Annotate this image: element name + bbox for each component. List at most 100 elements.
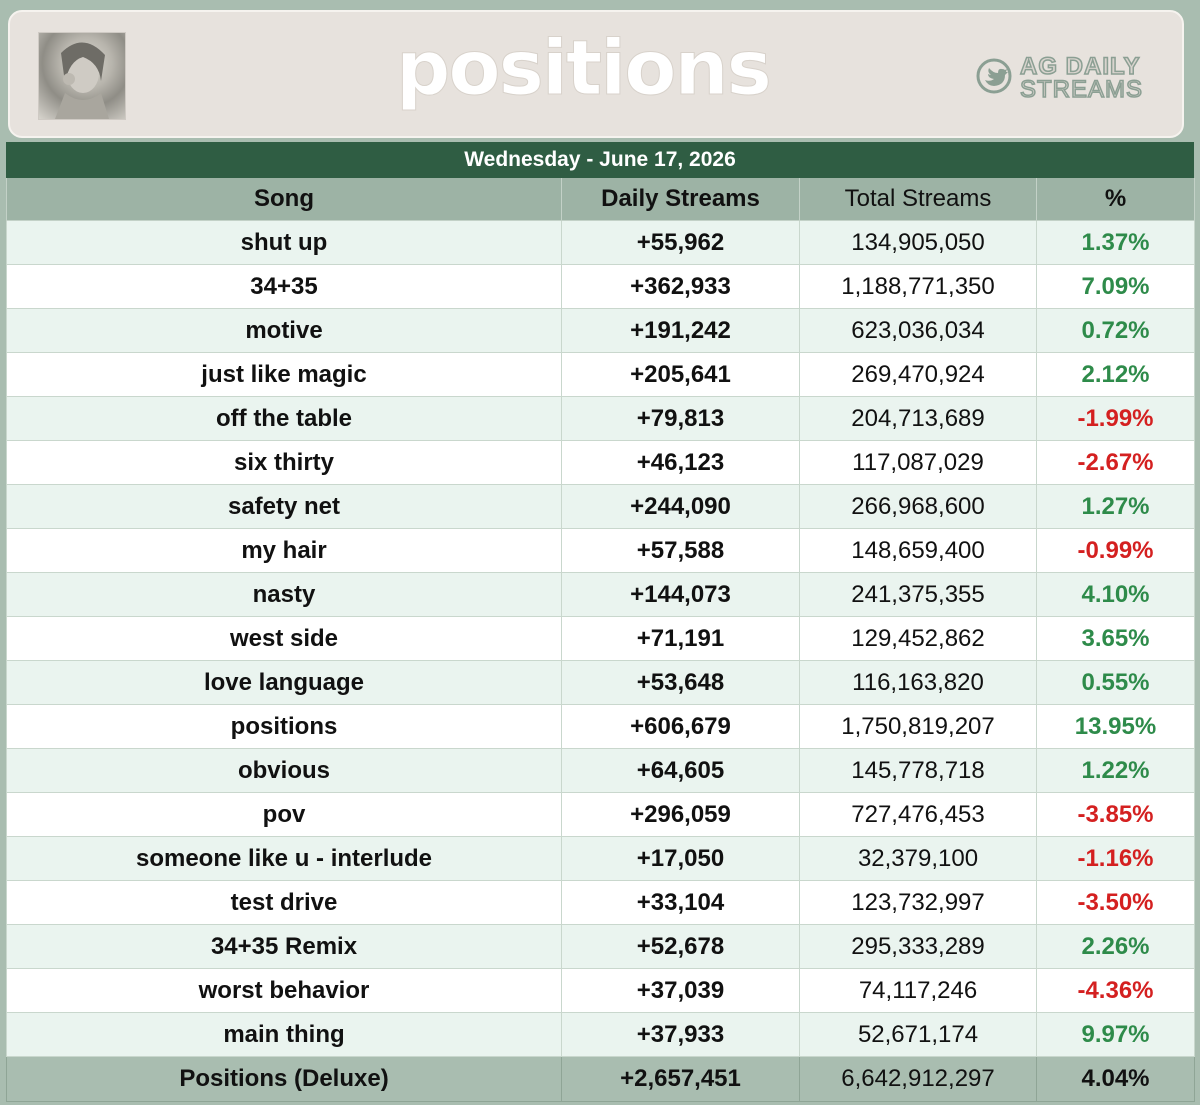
percent-change-cell: 2.26% bbox=[1036, 924, 1195, 969]
table-row: just like magic +205,641 269,470,924 2.12% bbox=[6, 352, 1195, 397]
percent-change-cell: 13.95% bbox=[1036, 704, 1195, 749]
daily-streams-cell: +191,242 bbox=[561, 308, 800, 353]
percent-change-cell: -3.85% bbox=[1036, 792, 1195, 837]
date-bar: Wednesday - June 17, 2026 bbox=[6, 142, 1194, 178]
daily-streams-cell: +55,962 bbox=[561, 220, 800, 265]
brand-subtitle: STREAMS bbox=[1019, 75, 1144, 104]
brand-badge: AG DAILY STREAMS bbox=[976, 50, 1176, 110]
daily-streams-cell: +52,678 bbox=[561, 924, 800, 969]
table-row: love language +53,648 116,163,820 0.55% bbox=[6, 660, 1195, 705]
percent-change-cell: 0.72% bbox=[1036, 308, 1195, 353]
percent-change-cell: 1.27% bbox=[1036, 484, 1195, 529]
daily-streams-cell: +33,104 bbox=[561, 880, 800, 925]
song-cell: my hair bbox=[6, 528, 562, 573]
daily-streams-cell: +37,039 bbox=[561, 968, 800, 1013]
song-cell: shut up bbox=[6, 220, 562, 265]
table-row: worst behavior +37,039 74,117,246 -4.36% bbox=[6, 968, 1195, 1013]
percent-change-cell: 2.12% bbox=[1036, 352, 1195, 397]
column-header-song: Song bbox=[6, 178, 562, 221]
daily-streams-cell: +606,679 bbox=[561, 704, 800, 749]
column-header-total-streams: Total Streams bbox=[799, 178, 1037, 221]
table-row: main thing +37,933 52,671,174 9.97% bbox=[6, 1012, 1195, 1057]
song-cell: off the table bbox=[6, 396, 562, 441]
percent-change-cell: 9.97% bbox=[1036, 1012, 1195, 1057]
table-row: test drive +33,104 123,732,997 -3.50% bbox=[6, 880, 1195, 925]
daily-streams-cell: +79,813 bbox=[561, 396, 800, 441]
table-row: 34+35 Remix +52,678 295,333,289 2.26% bbox=[6, 924, 1195, 969]
daily-streams-cell: +296,059 bbox=[561, 792, 800, 837]
total-daily-cell: +2,657,451 bbox=[561, 1056, 800, 1102]
total-streams-cell: 204,713,689 bbox=[799, 396, 1037, 441]
total-streams-cell: 129,452,862 bbox=[799, 616, 1037, 661]
table-body: shut up +55,962 134,905,050 1.37% 34+35 +362,… bbox=[6, 220, 1195, 1057]
song-cell: safety net bbox=[6, 484, 562, 529]
table-row: my hair +57,588 148,659,400 -0.99% bbox=[6, 528, 1195, 573]
album-cover-image bbox=[38, 32, 126, 120]
total-streams-cell: 727,476,453 bbox=[799, 792, 1037, 837]
daily-streams-cell: +244,090 bbox=[561, 484, 800, 529]
table-row: motive +191,242 623,036,034 0.72% bbox=[6, 308, 1195, 353]
percent-change-cell: -0.99% bbox=[1036, 528, 1195, 573]
total-streams-cell: 134,905,050 bbox=[799, 220, 1037, 265]
song-cell: obvious bbox=[6, 748, 562, 793]
percent-change-cell: -1.99% bbox=[1036, 396, 1195, 441]
header-banner: positions AG DAILY STREAMS bbox=[0, 0, 1200, 142]
table-header-row: Song Daily Streams Total Streams % bbox=[6, 178, 1195, 221]
daily-streams-cell: +57,588 bbox=[561, 528, 800, 573]
percent-change-cell: 1.22% bbox=[1036, 748, 1195, 793]
percent-change-cell: -1.16% bbox=[1036, 836, 1195, 881]
daily-streams-cell: +17,050 bbox=[561, 836, 800, 881]
table-row: obvious +64,605 145,778,718 1.22% bbox=[6, 748, 1195, 793]
total-streams-cell: 623,036,034 bbox=[799, 308, 1037, 353]
twitter-icon bbox=[976, 58, 1012, 94]
daily-streams-cell: +144,073 bbox=[561, 572, 800, 617]
table-row: 34+35 +362,933 1,188,771,350 7.09% bbox=[6, 264, 1195, 309]
daily-streams-cell: +64,605 bbox=[561, 748, 800, 793]
percent-change-cell: -2.67% bbox=[1036, 440, 1195, 485]
daily-streams-cell: +362,933 bbox=[561, 264, 800, 309]
total-streams-cell: 74,117,246 bbox=[799, 968, 1037, 1013]
song-cell: 34+35 Remix bbox=[6, 924, 562, 969]
total-total-cell: 6,642,912,297 bbox=[799, 1056, 1037, 1102]
song-cell: west side bbox=[6, 616, 562, 661]
total-streams-cell: 1,750,819,207 bbox=[799, 704, 1037, 749]
total-percent-cell: 4.04% bbox=[1036, 1056, 1195, 1102]
total-streams-cell: 116,163,820 bbox=[799, 660, 1037, 705]
daily-streams-cell: +205,641 bbox=[561, 352, 800, 397]
album-logo: positions bbox=[394, 22, 814, 122]
song-cell: just like magic bbox=[6, 352, 562, 397]
daily-streams-cell: +46,123 bbox=[561, 440, 800, 485]
percent-change-cell: -4.36% bbox=[1036, 968, 1195, 1013]
song-cell: test drive bbox=[6, 880, 562, 925]
total-song-cell: Positions (Deluxe) bbox=[6, 1056, 562, 1102]
total-row: Positions (Deluxe) +2,657,451 6,642,912,… bbox=[6, 1056, 1195, 1102]
percent-change-cell: -3.50% bbox=[1036, 880, 1195, 925]
table-row: west side +71,191 129,452,862 3.65% bbox=[6, 616, 1195, 661]
total-streams-cell: 123,732,997 bbox=[799, 880, 1037, 925]
table-row: six thirty +46,123 117,087,029 -2.67% bbox=[6, 440, 1195, 485]
total-streams-cell: 117,087,029 bbox=[799, 440, 1037, 485]
streams-table: Song Daily Streams Total Streams % shut … bbox=[6, 178, 1195, 1102]
daily-streams-cell: +53,648 bbox=[561, 660, 800, 705]
percent-change-cell: 7.09% bbox=[1036, 264, 1195, 309]
table-row: someone like u - interlude +17,050 32,379,… bbox=[6, 836, 1195, 881]
table-row: positions +606,679 1,750,819,207 13.95% bbox=[6, 704, 1195, 749]
total-streams-cell: 32,379,100 bbox=[799, 836, 1037, 881]
song-cell: motive bbox=[6, 308, 562, 353]
total-streams-cell: 266,968,600 bbox=[799, 484, 1037, 529]
song-cell: six thirty bbox=[6, 440, 562, 485]
table-row: nasty +144,073 241,375,355 4.10% bbox=[6, 572, 1195, 617]
song-cell: main thing bbox=[6, 1012, 562, 1057]
percent-change-cell: 4.10% bbox=[1036, 572, 1195, 617]
percent-change-cell: 3.65% bbox=[1036, 616, 1195, 661]
daily-streams-cell: +71,191 bbox=[561, 616, 800, 661]
song-cell: positions bbox=[6, 704, 562, 749]
total-streams-cell: 241,375,355 bbox=[799, 572, 1037, 617]
logo-text: positions bbox=[396, 23, 770, 112]
total-streams-cell: 269,470,924 bbox=[799, 352, 1037, 397]
total-streams-cell: 1,188,771,350 bbox=[799, 264, 1037, 309]
song-cell: love language bbox=[6, 660, 562, 705]
table-row: safety net +244,090 266,968,600 1.27% bbox=[6, 484, 1195, 529]
song-cell: someone like u - interlude bbox=[6, 836, 562, 881]
total-streams-cell: 145,778,718 bbox=[799, 748, 1037, 793]
